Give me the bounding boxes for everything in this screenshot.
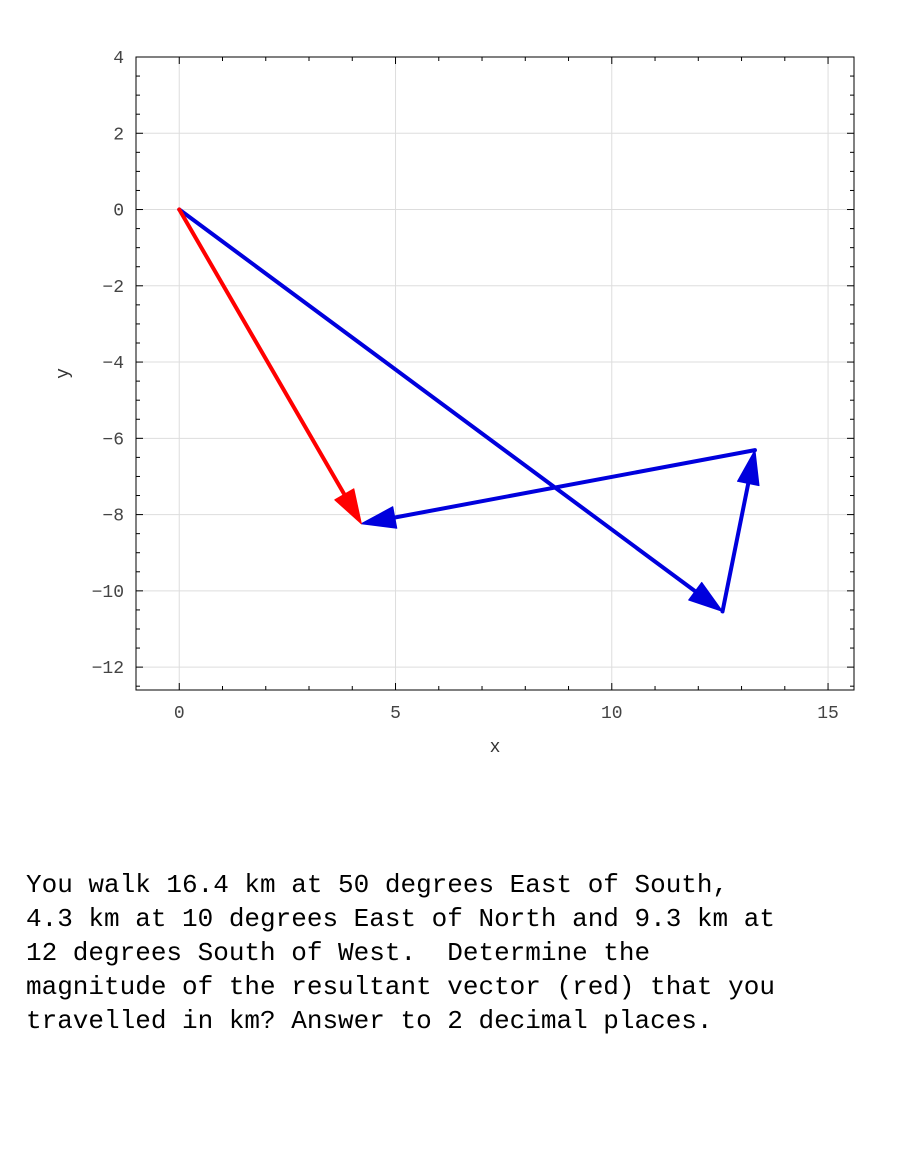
y-tick-label: −4: [102, 354, 124, 374]
y-tick-label: −10: [92, 583, 124, 603]
vector-arrowhead: [688, 581, 724, 612]
y-tick-label: −8: [102, 507, 124, 527]
vector-chart: 0 5 10 15 4 2 0 −2 −4 −6 −8 −10 −12 x y: [54, 49, 855, 758]
vector-arrowhead: [736, 449, 760, 487]
y-tick-label: −6: [102, 430, 124, 450]
question-text: You walk 16.4 km at 50 degrees East of S…: [26, 868, 886, 1038]
plot-frame: [135, 56, 855, 691]
y-tick-label: 2: [113, 125, 124, 145]
question-line: magnitude of the resultant vector (red) …: [26, 972, 775, 1002]
question-line: You walk 16.4 km at 50 degrees East of S…: [26, 870, 729, 900]
resultant-vector: [177, 207, 362, 525]
x-tick-label: 0: [174, 704, 185, 724]
tick-labels: 0 5 10 15 4 2 0 −2 −4 −6 −8 −10 −12: [92, 49, 839, 724]
vector-shaft: [177, 207, 701, 596]
vector-shaft: [177, 207, 349, 500]
vector-arrowhead: [360, 506, 398, 529]
vector-arrowhead: [334, 488, 362, 525]
question-line: travelled in km? Answer to 2 decimal pla…: [26, 1006, 713, 1036]
vectors: [177, 207, 760, 614]
question-line: 12 degrees South of West. Determine the: [26, 938, 651, 968]
x-tick-label: 10: [601, 704, 623, 724]
question-line: 4.3 km at 10 degrees East of North and 9…: [26, 904, 775, 934]
vector-shaft: [720, 477, 752, 614]
y-tick-label: −12: [92, 659, 124, 679]
vector-shaft: [388, 448, 757, 521]
y-tick-label: 0: [113, 202, 124, 222]
y-tick-label: −2: [102, 278, 124, 298]
y-tick-label: 4: [113, 49, 124, 69]
path-vector: [360, 448, 757, 529]
x-tick-label: 5: [390, 704, 401, 724]
x-tick-label: 15: [817, 704, 839, 724]
path-vector: [720, 449, 760, 614]
y-axis-label: y: [54, 368, 74, 379]
grid: [136, 56, 854, 690]
x-axis-label: x: [490, 738, 501, 758]
minor-ticks: [135, 56, 854, 690]
path-vector: [177, 207, 724, 612]
